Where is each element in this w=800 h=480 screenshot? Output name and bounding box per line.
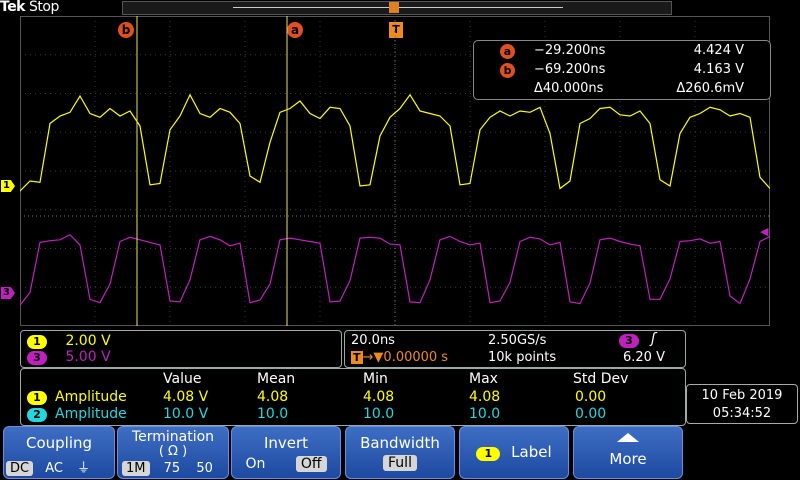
termination-title: Termination bbox=[131, 429, 215, 445]
measurement-table[interactable]: Value Mean Min Max Std Dev 1 Amplitude 4… bbox=[20, 368, 686, 426]
date-time-display: 10 Feb 2019 05:34:52 bbox=[686, 384, 798, 424]
graticule bbox=[20, 16, 770, 326]
trigger-position-row: T →▼0.00000 s bbox=[351, 350, 448, 365]
ch3-trace bbox=[20, 233, 770, 306]
label-title: Label bbox=[511, 443, 552, 461]
bandwidth-title: Bandwidth bbox=[360, 434, 440, 452]
trigger-position-marker[interactable]: T bbox=[389, 22, 403, 38]
brand-status: Tek Stop bbox=[0, 0, 59, 15]
row2-mean: 10.0 bbox=[257, 406, 289, 422]
col-header-stddev: Std Dev bbox=[573, 371, 629, 387]
coupling-title: Coupling bbox=[25, 434, 93, 452]
col-header-mean: Mean bbox=[257, 371, 296, 387]
record-length: 10k points bbox=[488, 350, 557, 365]
ch3-offset-marker[interactable]: 3 bbox=[1, 287, 15, 299]
trigger-level: 6.20 V bbox=[623, 350, 665, 365]
cursor-b-readout: b −69.200ns 4.163 V bbox=[474, 62, 770, 80]
ch3-scale: 5.00 V bbox=[65, 349, 111, 365]
invert-off[interactable]: Off bbox=[295, 456, 327, 472]
ch1-trace bbox=[20, 93, 770, 192]
termination-button[interactable]: Termination ( Ω ) 1M 75 50 bbox=[117, 426, 229, 479]
chevron-up-icon bbox=[617, 433, 639, 442]
invert-on[interactable]: On bbox=[245, 456, 266, 472]
ch1-offset-marker[interactable]: 1 bbox=[1, 180, 15, 192]
date: 10 Feb 2019 bbox=[701, 388, 783, 403]
cursor-a-readout: a −29.200ns 4.424 V bbox=[474, 43, 770, 61]
coupling-button[interactable]: Coupling DC AC ⏚ bbox=[3, 426, 115, 479]
row2-stddev: 0.00 bbox=[575, 406, 607, 422]
trigger-arrow-icon: → bbox=[362, 350, 374, 365]
row1-max: 4.08 bbox=[469, 389, 501, 405]
ch3-badge: 3 bbox=[27, 351, 47, 365]
termination-75[interactable]: 75 bbox=[163, 461, 181, 476]
row2-channel-badge: 2 bbox=[27, 408, 47, 422]
invert-title: Invert bbox=[263, 434, 309, 452]
vertical-scale-panel[interactable]: 1 2.00 V 3 5.00 V bbox=[20, 330, 342, 368]
cursor-b-badge: b bbox=[500, 63, 515, 78]
cursor-a-tag[interactable]: a bbox=[287, 22, 303, 38]
col-header-max: Max bbox=[469, 371, 498, 387]
ground-icon[interactable]: ⏚ bbox=[77, 461, 91, 476]
cursor-delta-readout: Δ40.000ns Δ260.6mV bbox=[474, 81, 770, 99]
row1-stddev: 0.00 bbox=[575, 389, 607, 405]
trigger-source-badge: 3 bbox=[619, 334, 639, 348]
rising-edge-icon: ʃ bbox=[651, 331, 656, 347]
trigger-level-arrow-icon: ◀ bbox=[760, 225, 769, 238]
col-header-value: Value bbox=[163, 371, 202, 387]
row2-min: 10.0 bbox=[363, 406, 395, 422]
termination-1m[interactable]: 1M bbox=[122, 461, 150, 476]
cursor-delta-time: Δ40.000ns bbox=[534, 81, 604, 96]
waveform-display[interactable] bbox=[20, 16, 770, 326]
cursor-b-time: −69.200ns bbox=[534, 62, 606, 77]
row1-name: Amplitude bbox=[55, 389, 127, 405]
status-bar: Tek Stop bbox=[0, 0, 800, 16]
label-button[interactable]: 1 Label bbox=[459, 426, 569, 479]
bandwidth-button[interactable]: Bandwidth Full bbox=[345, 426, 455, 479]
horizontal-trigger-panel[interactable]: 20.0ns 2.50GS/s 3 ʃ T →▼0.00000 s 10k poi… bbox=[344, 330, 686, 368]
cursor-delta-value: Δ260.6mV bbox=[676, 81, 744, 96]
ch1-scale-row[interactable]: 1 2.00 V bbox=[27, 333, 111, 349]
more-title: More bbox=[609, 450, 647, 468]
row1-min: 4.08 bbox=[363, 389, 395, 405]
more-button[interactable]: More bbox=[573, 426, 683, 479]
label-channel-badge: 1 bbox=[476, 447, 501, 461]
col-header-min: Min bbox=[363, 371, 388, 387]
row1-channel-badge: 1 bbox=[27, 391, 47, 405]
row2-value: 10.0 V bbox=[163, 406, 209, 422]
trigger-position: ▼0.00000 s bbox=[373, 350, 449, 365]
invert-button[interactable]: Invert On Off bbox=[231, 426, 341, 479]
row2-name: Amplitude bbox=[55, 406, 127, 422]
termination-unit: ( Ω ) bbox=[158, 444, 188, 459]
softkey-bar: Coupling DC AC ⏚ Termination ( Ω ) 1M 75… bbox=[0, 426, 800, 480]
termination-50[interactable]: 50 bbox=[196, 461, 213, 476]
ch3-scale-row[interactable]: 3 5.00 V bbox=[27, 349, 111, 365]
coupling-ac[interactable]: AC bbox=[45, 461, 63, 476]
row2-max: 10.0 bbox=[469, 406, 501, 422]
row1-mean: 4.08 bbox=[257, 389, 289, 405]
record-view-marker[interactable] bbox=[389, 2, 399, 13]
time: 05:34:52 bbox=[712, 406, 772, 421]
sample-rate: 2.50GS/s bbox=[488, 333, 547, 348]
cursor-readout[interactable]: a −29.200ns 4.424 V b −69.200ns 4.163 V … bbox=[473, 40, 771, 100]
time-per-div: 20.0ns bbox=[351, 333, 395, 348]
cursor-b-value: 4.163 V bbox=[693, 62, 744, 77]
brand-logo: Tek bbox=[0, 0, 26, 15]
coupling-dc[interactable]: DC bbox=[6, 461, 34, 476]
row1-value: 4.08 V bbox=[163, 389, 209, 405]
acquisition-state: Stop bbox=[29, 0, 59, 15]
cursor-a-value: 4.424 V bbox=[693, 43, 744, 58]
bandwidth-value: Full bbox=[383, 455, 417, 471]
trigger-t-icon: T bbox=[351, 351, 363, 364]
record-view-bar[interactable] bbox=[122, 1, 672, 15]
cursor-a-time: −29.200ns bbox=[534, 43, 606, 58]
cursor-a-badge: a bbox=[500, 44, 515, 59]
ch1-badge: 1 bbox=[27, 335, 47, 349]
cursor-b-tag[interactable]: b bbox=[118, 22, 134, 38]
ch1-scale: 2.00 V bbox=[65, 333, 111, 349]
